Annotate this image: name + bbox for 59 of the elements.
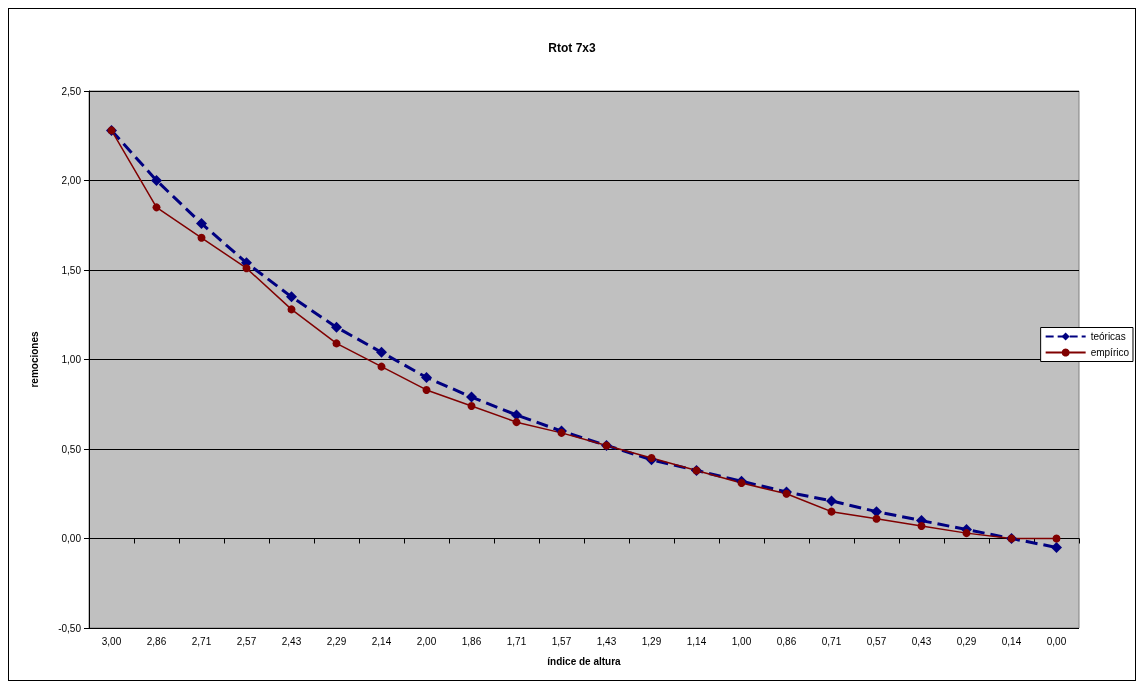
point — [286, 291, 297, 303]
point — [151, 175, 162, 186]
chart-title: Rtot 7x3 — [548, 41, 596, 55]
y-tick-label: 0,00 — [61, 533, 82, 544]
x-tick-label: 2,71 — [191, 635, 212, 647]
point — [467, 402, 476, 411]
point — [466, 391, 477, 403]
point — [196, 217, 207, 229]
x-tick-label: 1,86 — [461, 635, 482, 647]
point — [872, 514, 881, 523]
point — [647, 453, 656, 462]
x-tick-label: 1,57 — [551, 635, 572, 647]
point — [332, 339, 341, 348]
x-tick-label: 2,43 — [281, 635, 302, 647]
y-tick-label: 2,50 — [61, 85, 82, 97]
point — [197, 233, 206, 242]
x-axis-title: índice de altura — [547, 655, 622, 667]
x-tick-label: 0,71 — [821, 635, 842, 647]
point — [737, 479, 746, 488]
x-tick-label: 2,00 — [416, 635, 437, 647]
y-tick-label: 0,50 — [61, 443, 82, 455]
legend-label: teóricas — [1090, 331, 1126, 342]
point — [422, 385, 431, 394]
x-tick-label: 2,86 — [146, 635, 167, 647]
x-tick-label: 1,00 — [731, 635, 752, 647]
point — [152, 203, 161, 212]
point — [377, 362, 386, 371]
point — [826, 495, 837, 507]
x-tick-label: 0,57 — [866, 635, 887, 647]
point — [331, 321, 342, 333]
x-tick-label: 0,43 — [911, 635, 932, 647]
point — [917, 521, 926, 530]
x-tick-label: 1,29 — [641, 635, 662, 647]
point — [827, 507, 836, 516]
point — [421, 371, 432, 383]
y-axis-title: remociones — [28, 331, 40, 388]
x-tick-label: 2,29 — [326, 635, 347, 647]
x-tick-label: 1,14 — [686, 635, 707, 647]
point — [376, 346, 387, 358]
y-tick-label: 2,00 — [61, 175, 82, 186]
x-tick-label: 1,71 — [506, 635, 527, 647]
y-tick-label: 1,00 — [61, 354, 82, 365]
point — [1052, 534, 1061, 543]
x-tick-label: 0,00 — [1046, 635, 1067, 647]
point — [962, 529, 971, 538]
x-tick-label: 2,57 — [236, 635, 257, 647]
x-tick-label: 3,00 — [101, 635, 122, 647]
point — [287, 305, 296, 314]
y-tick-label: 1,50 — [61, 264, 82, 276]
point — [512, 418, 521, 427]
legend-label: empírico — [1090, 347, 1130, 358]
x-tick-label: 1,43 — [596, 635, 617, 647]
x-tick-label: 2,14 — [371, 635, 392, 647]
x-tick-label: 0,29 — [956, 635, 977, 647]
point — [242, 264, 251, 273]
y-tick-label: -0,50 — [58, 622, 82, 634]
point — [1051, 541, 1062, 553]
x-tick-label: 0,14 — [1001, 635, 1022, 647]
x-tick-label: 0,86 — [776, 635, 797, 647]
